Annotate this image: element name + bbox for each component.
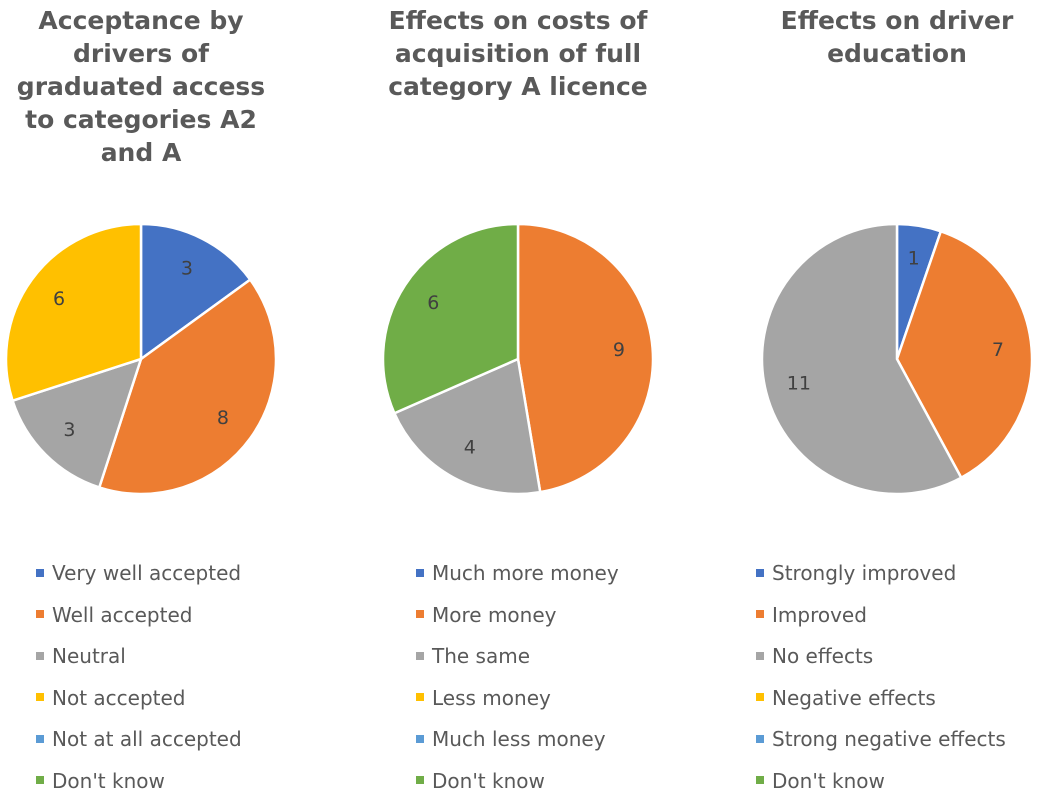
legend-swatch: [36, 651, 44, 660]
legend-label: Don't know: [52, 768, 165, 793]
data-label: 3: [181, 257, 193, 279]
legend-label: Neutral: [52, 644, 126, 669]
legend-label: Strong negative effects: [772, 727, 1006, 752]
legend-label: Don't know: [772, 768, 885, 793]
legend-swatch: [756, 693, 764, 702]
legend-item: Don't know: [36, 764, 242, 806]
legend-label: Strongly improved: [772, 561, 957, 585]
legend-swatch: [416, 610, 424, 619]
legend-item: Not accepted: [36, 681, 242, 723]
legend-item: Much more money: [416, 556, 619, 598]
pie: [381, 222, 655, 496]
legend-label: Improved: [772, 602, 867, 627]
legend-swatch: [416, 651, 424, 660]
legend-label: More money: [432, 602, 557, 627]
legend-swatch: [36, 568, 44, 577]
legend-item: Much less money: [416, 722, 619, 764]
legend-label: Not at all accepted: [52, 727, 242, 752]
pie-slice: [139, 222, 252, 362]
legend-item: Not at all accepted: [36, 722, 242, 764]
legend: Very well accepted Well accepted Neutral No…: [36, 556, 242, 806]
legend-label: Negative effects: [772, 685, 936, 710]
pie-slice: [381, 222, 520, 415]
legend-swatch: [756, 610, 764, 619]
pie-slice: [895, 229, 1034, 480]
legend-swatch: [416, 734, 424, 743]
legend-swatch: [36, 693, 44, 702]
legend-item: Less money: [416, 681, 619, 723]
data-label: 6: [427, 292, 439, 314]
data-label: 7: [992, 339, 1004, 361]
legend-label: The same: [432, 644, 531, 669]
data-label: 3: [63, 419, 75, 441]
legend-swatch: [416, 693, 424, 702]
legend-label: Very well accepted: [52, 561, 242, 585]
legend-swatch: [36, 776, 44, 785]
legend-label: Much more money: [432, 561, 619, 585]
legend-label: Less money: [432, 685, 551, 710]
legend-label: Don't know: [432, 768, 545, 793]
legend: Much more money More money The same Less mo…: [416, 556, 619, 806]
legend-item: Don't know: [756, 764, 1006, 806]
data-label: 9: [613, 339, 625, 361]
legend-item: Well accepted: [36, 598, 242, 640]
legend-item: Don't know: [416, 764, 619, 806]
legend-swatch: [756, 651, 764, 660]
data-label: 1: [908, 248, 920, 270]
legend-label: No effects: [772, 644, 874, 669]
legend-label: Not accepted: [52, 685, 186, 710]
legend-item: Improved: [756, 598, 1006, 640]
legend-swatch: [756, 734, 764, 743]
legend-item: Strong negative effects: [756, 722, 1006, 764]
pie: [760, 222, 1034, 496]
legend-swatch: [36, 610, 44, 619]
data-label: 8: [217, 407, 229, 429]
legend-item: The same: [416, 639, 619, 681]
legend-swatch: [36, 734, 44, 743]
pie-slice: [4, 222, 143, 403]
legend-swatch: [756, 776, 764, 785]
chart-title: Effects on driver education: [780, 6, 1014, 68]
legend: Strongly improved Improved No effects Negat…: [756, 556, 1006, 806]
pie: [4, 222, 278, 496]
legend-label: Well accepted: [52, 602, 193, 627]
pie-slice: [760, 222, 963, 496]
legend-item: Very well accepted: [36, 556, 242, 598]
data-label: 4: [464, 437, 476, 459]
legend-swatch: [416, 776, 424, 785]
legend-item: Neutral: [36, 639, 242, 681]
data-label: 11: [787, 372, 811, 394]
pie-slice: [97, 277, 278, 496]
legend-label: Much less money: [432, 727, 606, 752]
data-label: 6: [53, 288, 65, 310]
pie-slice: [392, 357, 542, 496]
pie-slice: [516, 222, 655, 494]
legend-swatch: [756, 568, 764, 577]
legend-item: More money: [416, 598, 619, 640]
legend-item: Negative effects: [756, 681, 1006, 723]
legend-swatch: [416, 568, 424, 577]
chart-title: Effects on costs of acquisition of full …: [388, 6, 648, 101]
chart-title: Acceptance by drivers of graduated acces…: [16, 6, 266, 167]
legend-item: Strongly improved: [756, 556, 1006, 598]
legend-item: No effects: [756, 639, 1006, 681]
